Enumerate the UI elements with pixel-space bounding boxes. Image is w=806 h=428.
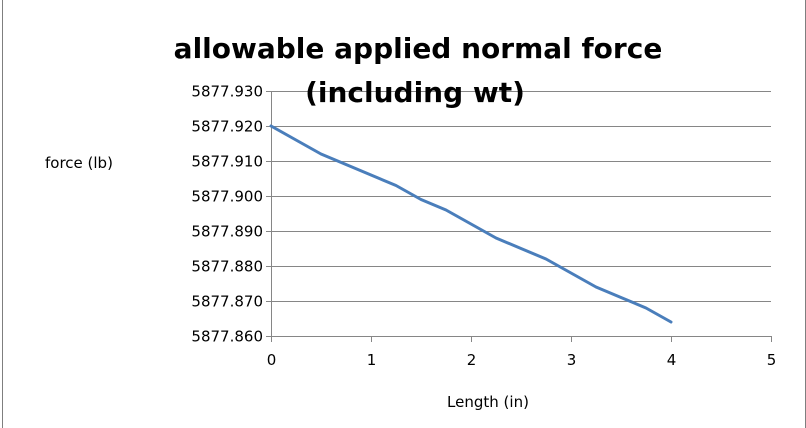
y-axis-label: force (lb) [45,154,113,172]
series-line [269,124,673,324]
x-tick-label: 4 [667,351,677,369]
y-tick-label: 5877.870 [191,293,263,311]
y-tick-label: 5877.900 [191,188,263,206]
x-tick-label: 2 [467,351,477,369]
x-tick-label: 1 [367,351,377,369]
axes [266,91,772,342]
y-tick-label: 5877.890 [191,223,263,241]
chart-title-line-2: (including wt) [305,76,525,109]
y-tick-label: 5877.910 [191,153,263,171]
y-tick-label: 5877.920 [191,118,263,136]
series [269,124,673,324]
x-tick-label: 5 [767,351,777,369]
y-tick-label: 5877.930 [191,83,263,101]
chart-title-line-1: allowable applied normal force [174,32,663,65]
x-tick-label: 0 [267,351,277,369]
grid-lines [271,91,771,302]
y-tick-label: 5877.860 [191,328,263,346]
x-axis-label: Length (in) [447,393,529,411]
y-tick-labels: 5877.930 5877.920 5877.910 5877.900 5877.890… [191,83,263,346]
line-chart: 5877.930 5877.920 5877.910 5877.900 5877.890… [45,32,777,411]
x-tick-label: 3 [567,351,577,369]
y-tick-label: 5877.880 [191,258,263,276]
x-tick-labels: 0 1 2 3 4 5 [267,351,777,369]
